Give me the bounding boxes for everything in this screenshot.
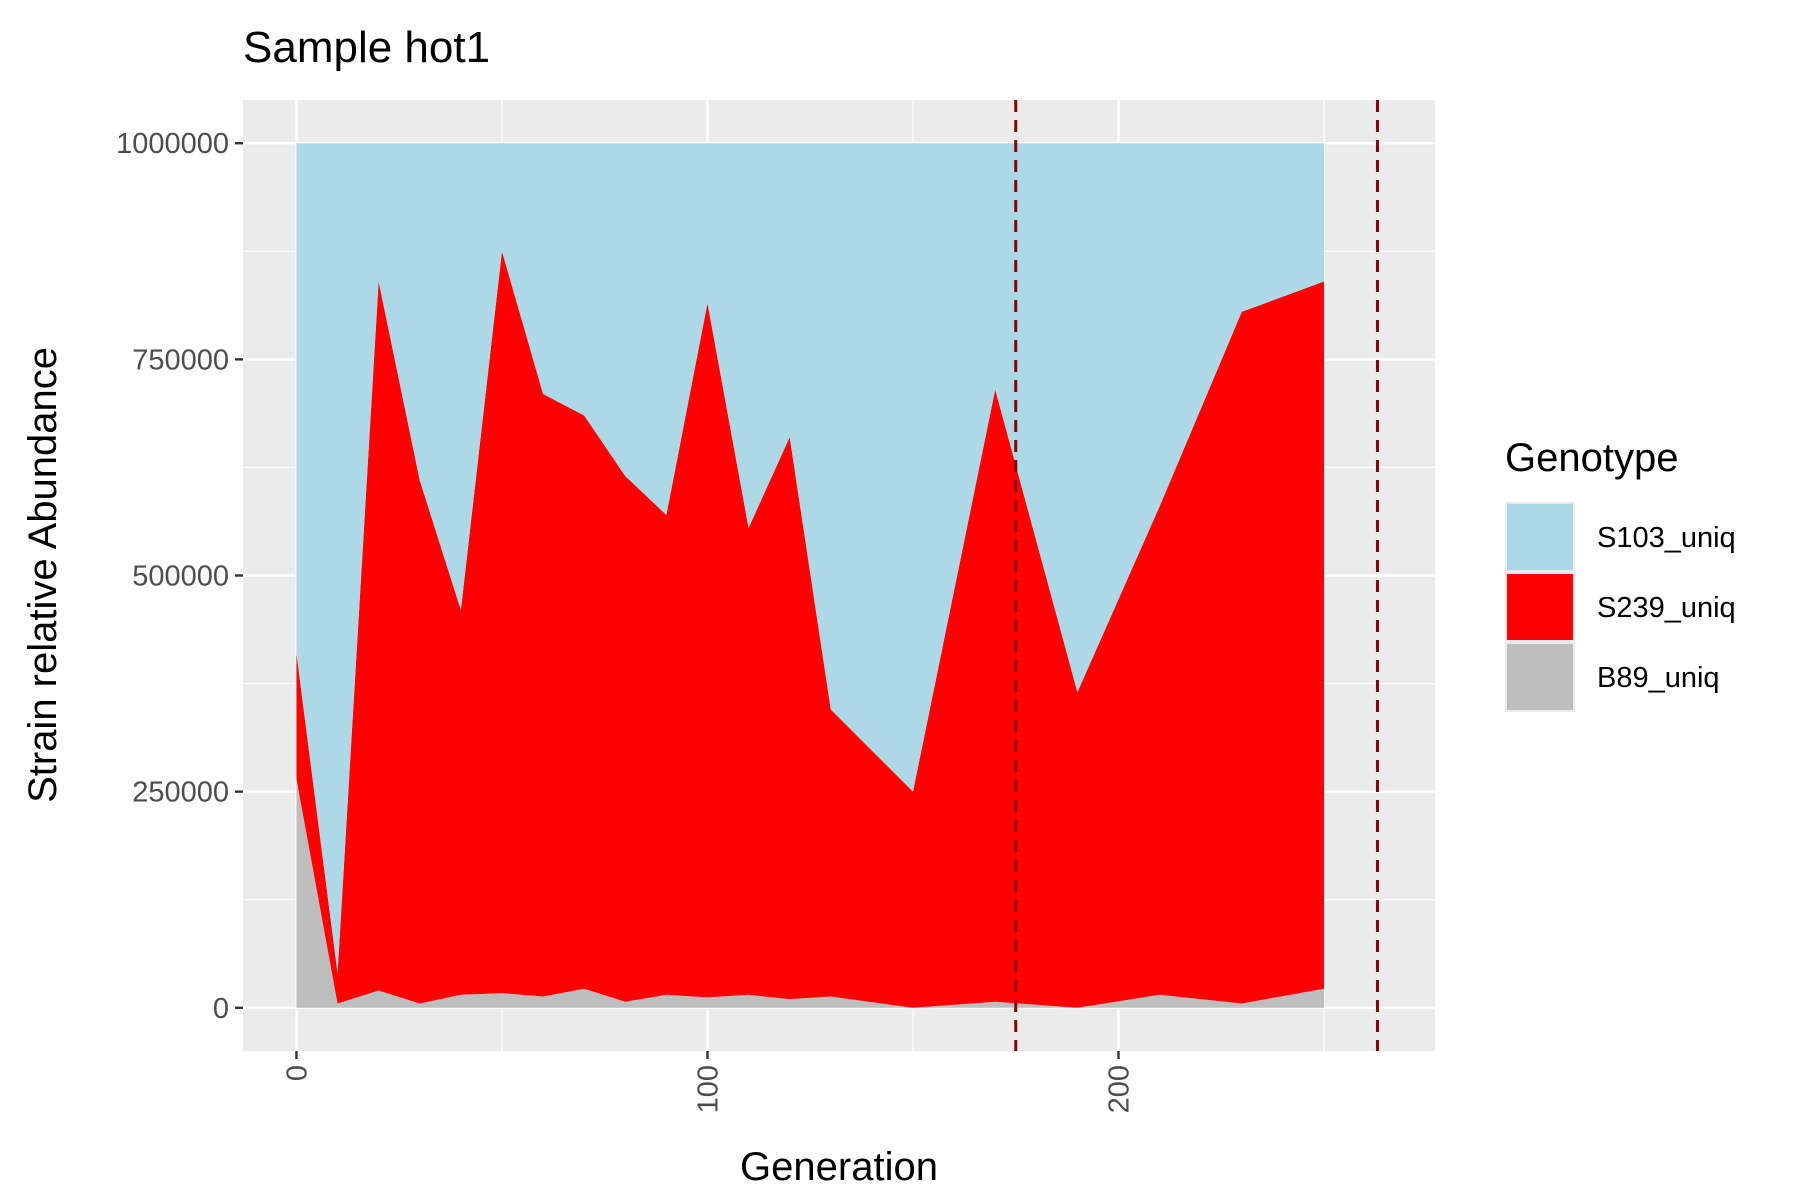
y-tick-label: 1000000 (116, 128, 229, 160)
y-axis-title: Strain relative Abundance (21, 347, 65, 803)
x-axis: 0 100 200 (281, 1051, 1136, 1113)
legend-label: S103_uniq (1597, 522, 1736, 554)
legend-key-swatch (1507, 644, 1573, 710)
x-tick-label: 100 (692, 1065, 724, 1113)
legend-key-swatch (1507, 574, 1573, 640)
x-tick-label: 0 (281, 1065, 313, 1081)
chart-title: Sample hot1 (243, 23, 490, 72)
y-tick-label: 750000 (132, 344, 229, 376)
y-axis: 0 250000 500000 750000 1000000 (116, 128, 243, 1025)
y-tick-label: 250000 (132, 777, 229, 809)
legend-items: S103_uniq S239_uniq B89_uniq (1505, 502, 1736, 712)
legend: Genotype S103_uniq S239_uniq B89_uniq (1505, 436, 1736, 712)
area-s103-uniq (296, 143, 1325, 974)
x-axis-title: Generation (740, 1145, 938, 1189)
stacked-areas (296, 143, 1325, 1008)
legend-title: Genotype (1505, 436, 1678, 480)
y-tick-label: 0 (213, 993, 229, 1025)
area-s239-uniq (296, 251, 1325, 1008)
legend-key-swatch (1507, 504, 1573, 570)
y-tick-label: 500000 (132, 561, 229, 593)
legend-label: S239_uniq (1597, 592, 1736, 624)
x-tick-label: 200 (1104, 1065, 1136, 1113)
legend-label: B89_uniq (1597, 662, 1720, 694)
